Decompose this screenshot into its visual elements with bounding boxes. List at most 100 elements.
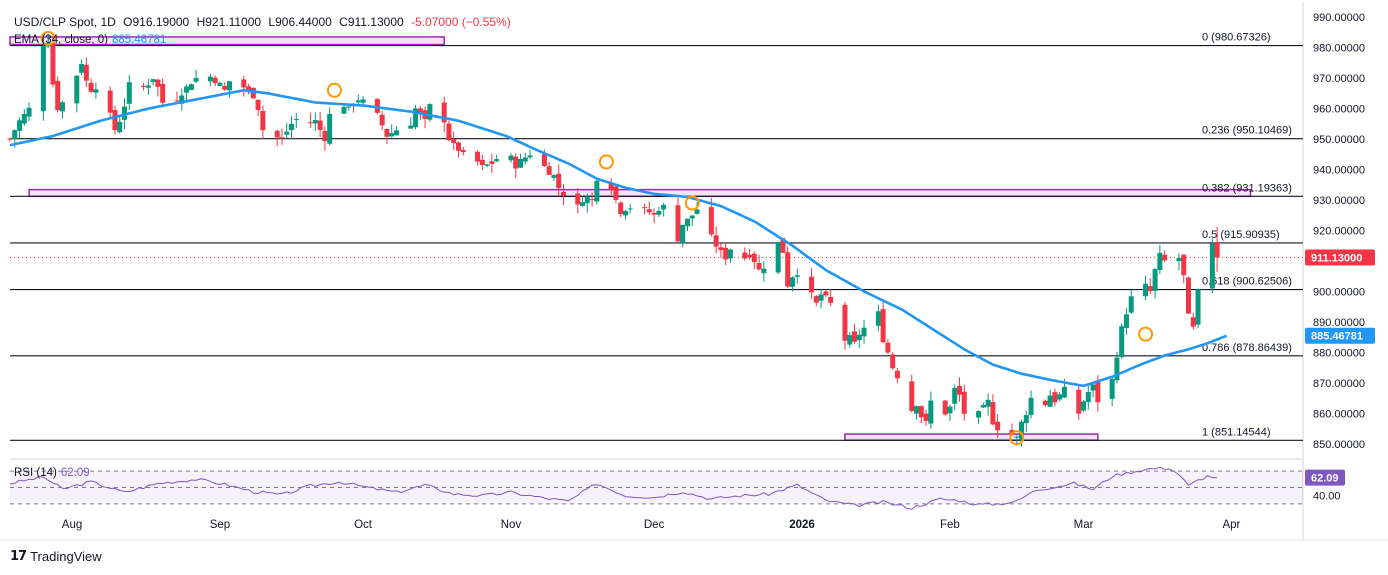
candle-body: [1147, 286, 1153, 292]
ema-34-line: [9, 89, 1228, 388]
swing-marker-1: [326, 82, 342, 98]
candle-body: [1114, 357, 1120, 381]
candle-body: [1152, 269, 1158, 291]
candle-body: [21, 113, 27, 124]
candle-body: [742, 252, 748, 259]
time-tick-label: 2026: [789, 519, 815, 531]
candle-body: [1190, 317, 1196, 327]
candle-body: [909, 381, 915, 412]
candle-body: [112, 110, 118, 131]
candle-body: [212, 77, 218, 84]
candle-body: [413, 108, 419, 128]
candle-body: [417, 108, 423, 114]
candle-body: [1123, 314, 1129, 328]
candle-body: [107, 90, 113, 113]
candle-body: [627, 208, 633, 210]
candles-group: [7, 33, 1220, 447]
candle-body: [1095, 381, 1101, 403]
candle-body: [255, 99, 261, 111]
candle-body: [551, 175, 557, 178]
candle-body: [751, 253, 757, 263]
candle-body: [250, 87, 256, 99]
fib-label-0.618: 0.618 (900.62506): [1202, 276, 1292, 288]
ema-legend[interactable]: EMA (34, close, 0) 885.46781: [14, 34, 166, 46]
candle-body: [179, 95, 185, 104]
price-tick-label: 960.00000: [1313, 104, 1365, 116]
candle-body: [1209, 243, 1215, 289]
candle-body: [823, 291, 829, 296]
candle-body: [1119, 326, 1125, 358]
candle-body: [680, 224, 686, 244]
candle-body: [379, 114, 385, 126]
rsi-legend-label: RSI (14): [14, 467, 57, 479]
candle-body: [12, 130, 18, 140]
swing-marker-0: [40, 30, 56, 46]
candle-body: [985, 399, 991, 407]
candle-body: [7, 138, 13, 140]
candle-body: [1128, 296, 1134, 313]
candle-body: [575, 193, 581, 205]
candle-body: [145, 85, 151, 88]
candle-body: [794, 275, 800, 277]
candle-body: [93, 89, 99, 93]
high-value: H921.11000: [196, 15, 262, 29]
candle-body: [174, 100, 180, 102]
candle-body: [856, 334, 862, 341]
candle-body: [522, 157, 528, 162]
candle-body: [284, 131, 290, 135]
candle-body: [947, 406, 953, 414]
rsi-tick-label: 40.00: [1313, 491, 1341, 503]
candle-body: [956, 386, 962, 395]
candle-body: [117, 121, 123, 133]
candle-body: [246, 86, 252, 91]
time-tick-label: Oct: [354, 519, 373, 531]
candle-body: [713, 235, 719, 247]
candle-body: [1023, 415, 1029, 424]
candle-body: [1042, 400, 1048, 406]
candle-body: [274, 130, 280, 138]
fib-label-0: 0 (980.67326): [1202, 32, 1271, 44]
candle-body: [279, 137, 285, 139]
candle-body: [961, 391, 967, 414]
candle-body: [894, 370, 900, 379]
candle-body: [83, 64, 89, 81]
price-tick-label: 900.00000: [1313, 286, 1365, 298]
price-tick-label: 850.00000: [1313, 439, 1365, 451]
price-tick-label: 870.00000: [1313, 378, 1365, 390]
candle-body: [761, 268, 767, 274]
candle-body: [479, 159, 485, 165]
candle-body: [642, 207, 648, 209]
candle-body: [942, 400, 948, 415]
candle-body: [618, 202, 624, 215]
rsi-value-tag: 62.09: [1311, 473, 1339, 485]
price-tick-label: 990.00000: [1313, 12, 1365, 24]
candle-body: [584, 196, 590, 204]
candle-body: [1052, 392, 1058, 403]
candle-body: [408, 125, 414, 129]
candle-body: [289, 123, 295, 131]
candle-body: [293, 119, 299, 121]
candle-body: [160, 84, 166, 103]
price-tick-label: 930.00000: [1313, 195, 1365, 207]
candle-body: [747, 254, 753, 258]
rsi-legend[interactable]: RSI (14) 62.09: [14, 467, 90, 479]
candle-body: [694, 209, 700, 214]
candle-body: [489, 161, 495, 164]
tradingview-logo-icon: 17: [10, 549, 27, 564]
time-tick-label: Feb: [940, 519, 960, 531]
price-tick-label: 880.00000: [1313, 347, 1365, 359]
sr-zone-2: [844, 433, 1099, 441]
candle-body: [360, 99, 366, 103]
rsi-legend-value: 62.09: [60, 467, 90, 479]
time-tick-label: Mar: [1074, 519, 1094, 531]
time-tick-label: Sep: [210, 519, 230, 531]
candle-body: [1081, 401, 1087, 411]
time-tick-label: Aug: [62, 519, 82, 531]
fib-label-1: 1 (851.14544): [1202, 426, 1271, 438]
symbol-title[interactable]: USD/CLP Spot, 1D: [14, 15, 116, 29]
price-tick-label: 980.00000: [1313, 43, 1365, 55]
tradingview-logo[interactable]: 17 TradingView: [10, 549, 102, 564]
candle-body: [875, 311, 881, 326]
candle-body: [446, 123, 452, 141]
